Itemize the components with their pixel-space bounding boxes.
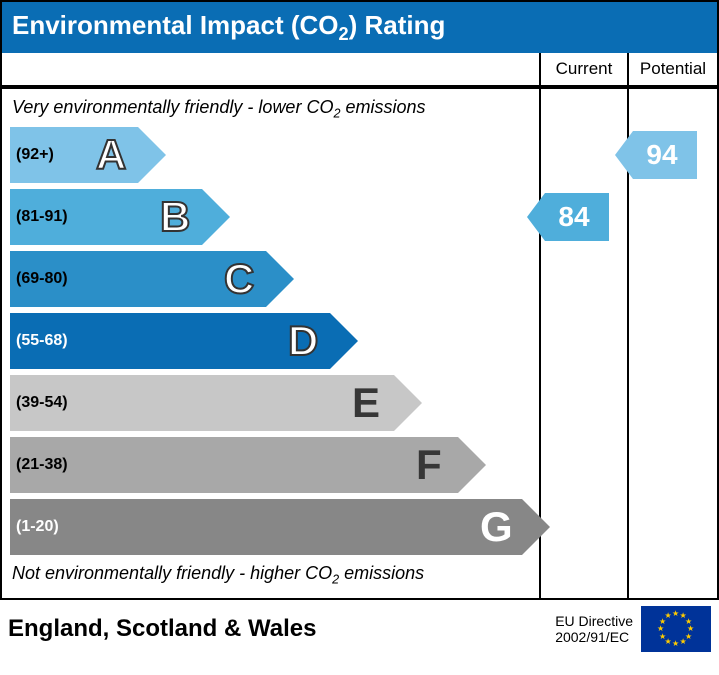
band-row-f: (21-38) F <box>10 437 539 493</box>
rating-grid: Very environmentally friendly - lower CO… <box>0 87 719 600</box>
band-range-c: (69-80) <box>16 270 68 288</box>
band-row-c: (69-80) C <box>10 251 539 307</box>
band-range-e: (39-54) <box>16 394 68 412</box>
potential-marker: 94 <box>615 131 697 179</box>
header-blank <box>2 53 541 87</box>
chart-area: Very environmentally friendly - lower CO… <box>2 89 539 598</box>
rating-title: Environmental Impact (CO2) Rating <box>0 0 719 53</box>
col-chart: Very environmentally friendly - lower CO… <box>2 89 541 598</box>
potential-marker-value: 94 <box>633 131 697 179</box>
caption-top-post: emissions <box>340 97 425 117</box>
band-row-g: (1-20) G <box>10 499 539 555</box>
eu-star-icon: ★ <box>672 609 679 618</box>
eu-star-icon: ★ <box>665 611 672 620</box>
directive-line2: 2002/91/EC <box>555 629 633 646</box>
eu-star-icon: ★ <box>672 639 679 648</box>
footer: England, Scotland & Wales EU Directive 2… <box>0 600 719 652</box>
band-range-a: (92+) <box>16 146 54 164</box>
caption-top: Very environmentally friendly - lower CO… <box>10 95 539 127</box>
title-pre: Environmental Impact (CO <box>12 10 339 40</box>
band-row-d: (55-68) D <box>10 313 539 369</box>
rating-bars: (92+) A (81-91) B (69-80) C (55-68) D (39-54) E (2… <box>10 127 539 555</box>
band-row-b: (81-91) B <box>10 189 539 245</box>
band-bar-g <box>10 499 550 555</box>
caption-top-pre: Very environmentally friendly - lower CO <box>12 97 333 117</box>
eu-flag-icon: ★★★★★★★★★★★★ <box>641 606 711 652</box>
band-letter-e: E <box>352 379 380 427</box>
band-letter-c: C <box>224 255 254 303</box>
band-range-d: (55-68) <box>16 332 68 350</box>
caption-bottom-pre: Not environmentally friendly - higher CO <box>12 563 332 583</box>
footer-region: England, Scotland & Wales <box>8 615 555 643</box>
potential-marker-arrow-icon <box>615 131 633 179</box>
band-range-g: (1-20) <box>16 518 59 536</box>
title-post: ) Rating <box>349 10 446 40</box>
caption-bottom: Not environmentally friendly - higher CO… <box>10 561 539 593</box>
band-letter-d: D <box>288 317 318 365</box>
header-potential: Potential <box>629 53 717 87</box>
footer-right: EU Directive 2002/91/EC ★★★★★★★★★★★★ <box>555 606 711 652</box>
header-current: Current <box>541 53 629 87</box>
eu-star-icon: ★ <box>680 637 687 646</box>
current-marker-value: 84 <box>545 193 609 241</box>
current-marker-arrow-icon <box>527 193 545 241</box>
band-letter-g: G <box>480 503 513 551</box>
current-marker: 84 <box>527 193 609 241</box>
footer-directive: EU Directive 2002/91/EC <box>555 613 633 647</box>
band-row-e: (39-54) E <box>10 375 539 431</box>
directive-line1: EU Directive <box>555 613 633 630</box>
band-range-f: (21-38) <box>16 456 68 474</box>
band-letter-f: F <box>416 441 442 489</box>
title-sub: 2 <box>339 24 349 44</box>
header-row: Current Potential <box>0 53 719 87</box>
band-letter-b: B <box>160 193 190 241</box>
caption-bottom-post: emissions <box>339 563 424 583</box>
band-range-b: (81-91) <box>16 208 68 226</box>
band-bar-f <box>10 437 486 493</box>
col-potential: 94 <box>629 89 717 598</box>
band-letter-a: A <box>96 131 126 179</box>
band-row-a: (92+) A <box>10 127 539 183</box>
